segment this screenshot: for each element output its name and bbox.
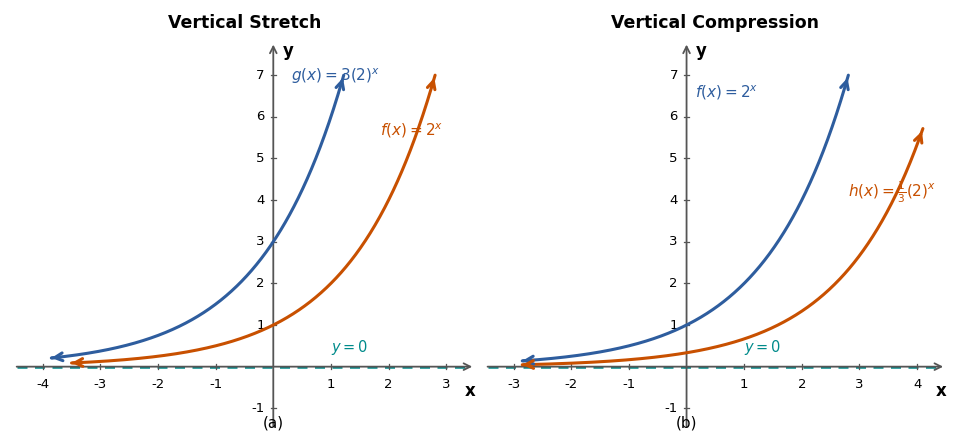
Text: $\mathbf{y}$: $\mathbf{y}$ [282, 44, 294, 62]
Text: $f(x) = 2^x$: $f(x) = 2^x$ [695, 83, 759, 102]
Text: 3: 3 [855, 378, 864, 391]
Text: 5: 5 [256, 152, 264, 165]
Text: -2: -2 [565, 378, 578, 391]
Text: $\mathbf{x}$: $\mathbf{x}$ [464, 383, 477, 400]
Text: -3: -3 [94, 378, 107, 391]
Text: 2: 2 [384, 378, 393, 391]
Title: Vertical Compression: Vertical Compression [611, 14, 819, 32]
Text: -3: -3 [507, 378, 521, 391]
Text: -1: -1 [622, 378, 636, 391]
Text: $\mathbf{x}$: $\mathbf{x}$ [935, 383, 948, 400]
Text: 6: 6 [670, 110, 678, 123]
Text: 4: 4 [256, 194, 264, 206]
Text: (b): (b) [676, 415, 697, 430]
Text: 7: 7 [256, 69, 264, 81]
Text: -1: -1 [209, 378, 222, 391]
Text: 4: 4 [670, 194, 678, 206]
Text: -1: -1 [665, 402, 678, 415]
Text: $h(x) = \frac{1}{3}(2)^x$: $h(x) = \frac{1}{3}(2)^x$ [848, 179, 936, 205]
Title: Vertical Stretch: Vertical Stretch [168, 14, 321, 32]
Text: -4: -4 [36, 378, 50, 391]
Text: 2: 2 [670, 277, 678, 290]
Text: 2: 2 [256, 277, 264, 290]
Text: 3: 3 [670, 235, 678, 248]
Text: -1: -1 [252, 402, 264, 415]
Text: 3: 3 [442, 378, 450, 391]
Text: 1: 1 [256, 319, 264, 332]
Text: 7: 7 [670, 69, 678, 81]
Text: 1: 1 [670, 319, 678, 332]
Text: $g(x) = 3(2)^x$: $g(x) = 3(2)^x$ [291, 67, 379, 86]
Text: $\mathbf{y}$: $\mathbf{y}$ [695, 44, 708, 62]
Text: 3: 3 [256, 235, 264, 248]
Text: 1: 1 [327, 378, 335, 391]
Text: $y = 0$: $y = 0$ [331, 339, 369, 357]
Text: -2: -2 [151, 378, 165, 391]
Text: 6: 6 [256, 110, 264, 123]
Text: 5: 5 [670, 152, 678, 165]
Text: 2: 2 [798, 378, 806, 391]
Text: (a): (a) [262, 415, 284, 430]
Text: 4: 4 [913, 378, 921, 391]
Text: $f(x) = 2^x$: $f(x) = 2^x$ [380, 121, 444, 140]
Text: 1: 1 [740, 378, 749, 391]
Text: $y = 0$: $y = 0$ [744, 339, 782, 357]
